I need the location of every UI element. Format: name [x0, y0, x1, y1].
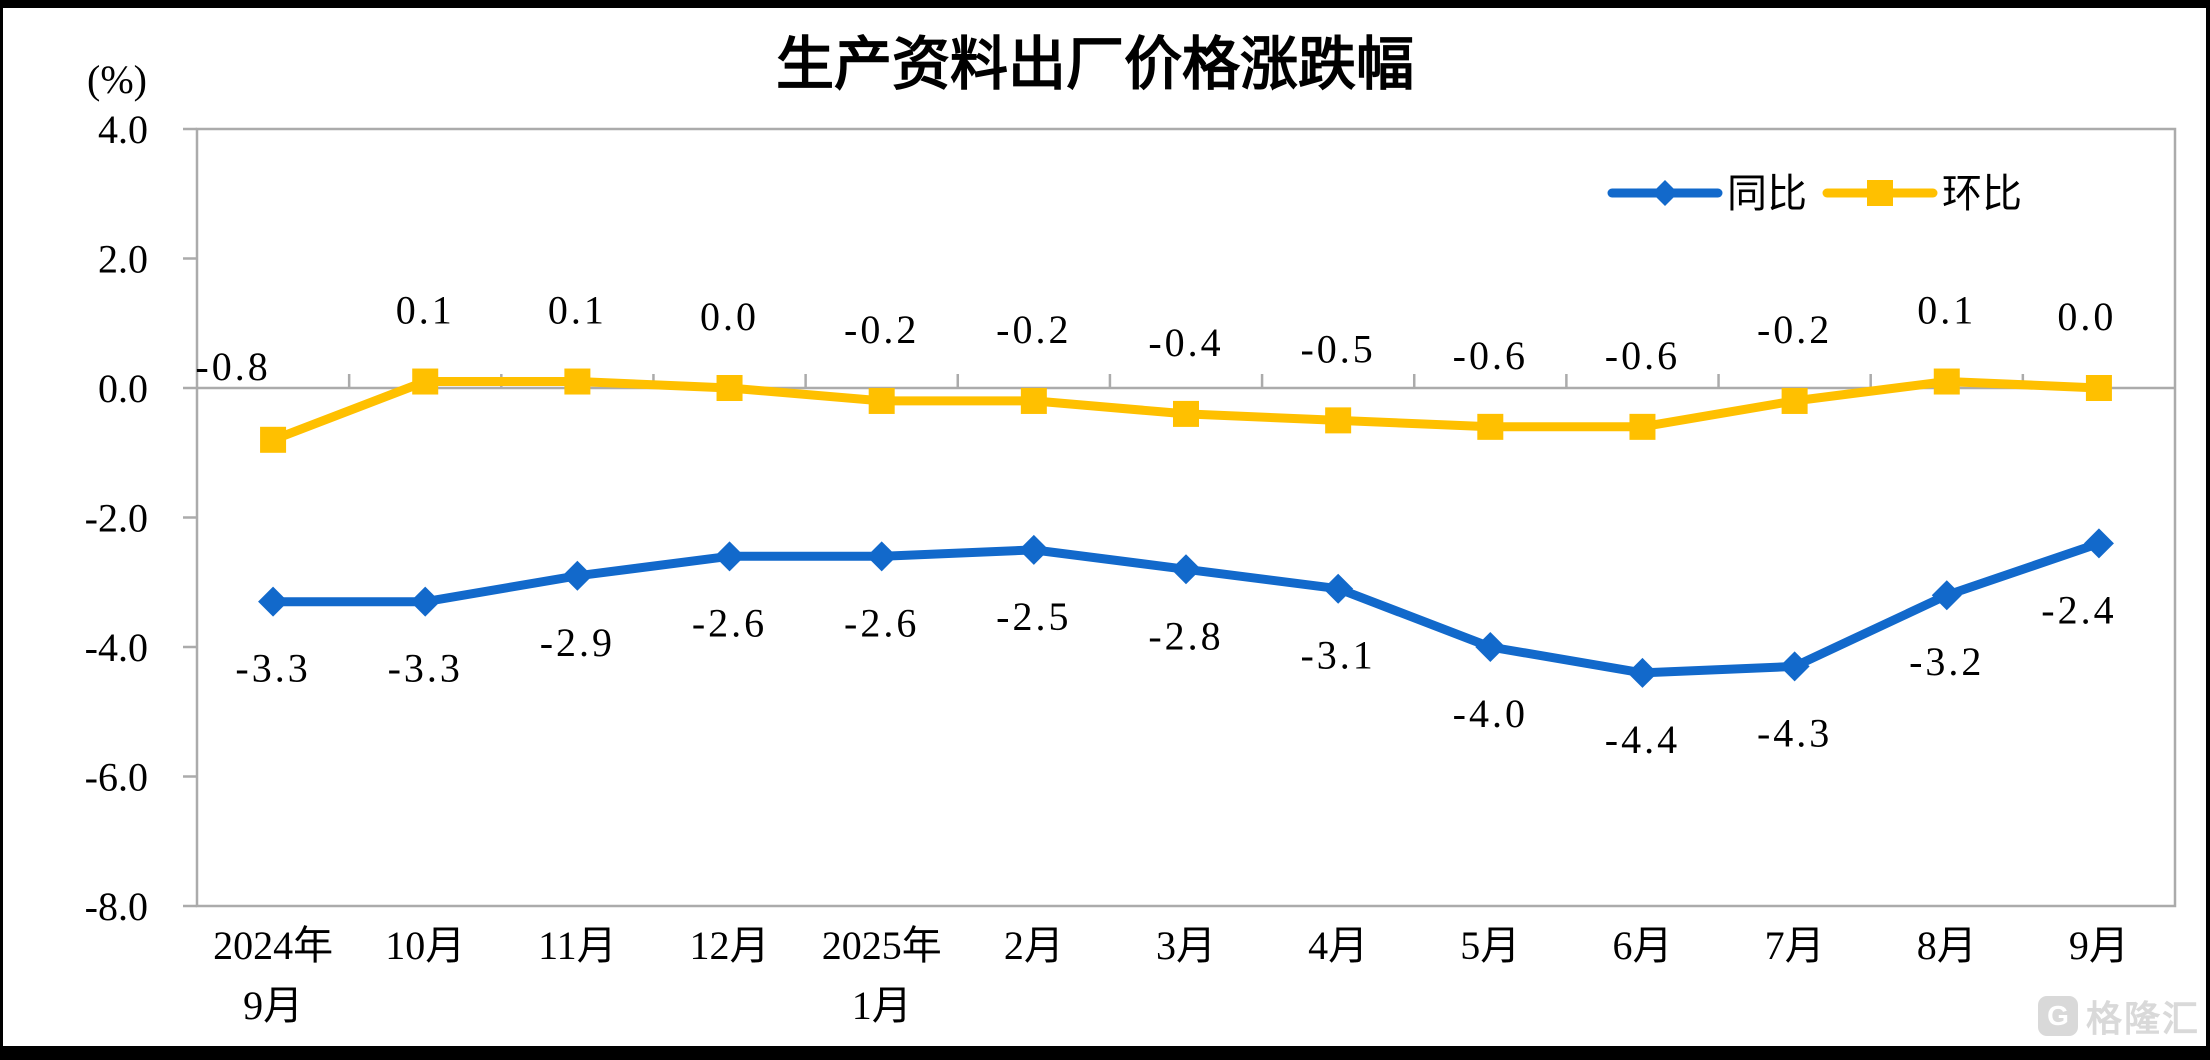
- x-axis-label: 11月: [538, 923, 617, 968]
- legend: 同比 环比: [1607, 172, 2022, 216]
- data-point-marker: [412, 368, 439, 395]
- data-point-marker: [1933, 368, 1960, 395]
- data-point-marker: [1477, 413, 1504, 440]
- data-point-label: -4.0: [1453, 691, 1528, 736]
- data-point-marker: [1931, 580, 1962, 611]
- data-point-marker: [1779, 651, 1810, 682]
- screen-border-left: [0, 0, 3, 1060]
- data-point-marker: [1173, 400, 1199, 427]
- data-point-marker: [1171, 554, 1201, 585]
- data-point-label: -2.9: [540, 620, 615, 665]
- data-point-label: 0.1: [548, 288, 607, 333]
- y-axis-tick-label: 2.0: [98, 237, 148, 282]
- data-point-marker: [564, 368, 591, 395]
- x-axis-label: 2月: [1004, 923, 1064, 968]
- watermark: G 格隆汇: [2037, 990, 2200, 1042]
- data-point-marker: [1018, 534, 1049, 565]
- y-axis-unit-label: (%): [87, 57, 147, 102]
- data-point-label: -4.4: [1605, 717, 1680, 762]
- x-axis-label: 7月: [1765, 923, 1825, 968]
- data-point-marker: [1627, 657, 1658, 688]
- data-point-label: 0.1: [1917, 288, 1976, 333]
- y-axis-tick-label: -4.0: [85, 625, 148, 670]
- data-point-marker: [410, 586, 441, 617]
- plot-border: [195, 127, 2177, 908]
- data-point-label: -3.3: [235, 646, 310, 691]
- data-point-marker: [1781, 387, 1808, 414]
- legend-diamond-marker: [1652, 180, 1678, 206]
- data-point-label: 0.1: [396, 288, 455, 333]
- x-axis-label: 3月: [1156, 923, 1216, 968]
- legend-square-marker: [1867, 180, 1893, 206]
- data-point-label: 0.0: [2057, 294, 2116, 339]
- data-point-label: -0.6: [1605, 333, 1680, 378]
- data-point-label: -2.5: [996, 594, 1071, 639]
- watermark-text: 格隆汇: [2085, 998, 2200, 1039]
- legend-label-tongbi: 同比: [1727, 172, 1807, 216]
- y-axis-tick-label: -6.0: [85, 755, 148, 800]
- data-point-marker: [716, 375, 743, 401]
- y-axis-tick-label: -8.0: [85, 884, 148, 929]
- data-point-marker: [562, 560, 593, 591]
- data-point-label: -0.6: [1453, 333, 1528, 378]
- data-point-marker: [868, 387, 895, 414]
- data-point-marker: [260, 426, 287, 453]
- y-axis-tick-label: 0.0: [98, 366, 148, 411]
- data-point-marker: [2083, 528, 2114, 559]
- x-axis-label: 9月: [243, 983, 303, 1028]
- plot-frame-group: [183, 127, 2177, 908]
- screen-border-bottom: [0, 1046, 2210, 1060]
- data-point-marker: [714, 541, 745, 572]
- data-point-label: -3.2: [1909, 639, 1984, 684]
- y-axis-tick-label: -2.0: [85, 496, 148, 541]
- x-axis-label: 1月: [852, 983, 912, 1028]
- data-point-label: -0.8: [195, 344, 270, 389]
- x-axis-label: 2025年: [822, 923, 942, 968]
- data-point-marker: [258, 586, 289, 617]
- screen-border-top: [0, 0, 2210, 8]
- data-point-marker: [1629, 413, 1656, 440]
- data-point-label: -0.2: [1757, 307, 1832, 352]
- data-point-marker: [1475, 632, 1506, 662]
- data-point-label: -2.6: [692, 600, 767, 645]
- data-point-label: -4.3: [1757, 710, 1832, 755]
- data-point-label: -0.2: [844, 307, 919, 352]
- x-axis-label: 6月: [1612, 923, 1672, 968]
- data-point-marker: [2085, 375, 2112, 401]
- data-point-label: -3.3: [388, 646, 463, 691]
- x-axis-label: 5月: [1460, 923, 1520, 968]
- axis-labels-group: 4.0 2.0 0.0 -2.0 -4.0 -6.0 -8.0 2024年 9月 10月 11月 12…: [85, 107, 2129, 1028]
- watermark-logo-icon: G: [2037, 996, 2078, 1036]
- x-axis-label: 8月: [1917, 923, 1977, 968]
- data-point-marker: [1020, 387, 1047, 414]
- x-axis-label: 10月: [385, 923, 465, 968]
- chart-title: 生产资料出厂价格涨跌幅: [776, 32, 1414, 97]
- data-point-marker: [1323, 573, 1354, 604]
- x-axis-label: 4月: [1308, 923, 1368, 968]
- x-axis-label: 2024年: [213, 923, 333, 968]
- data-point-label: 0.0: [700, 294, 759, 339]
- data-point-marker: [1325, 407, 1352, 434]
- screen-border-right: [2206, 0, 2210, 1060]
- series-group: [258, 368, 2114, 688]
- data-point-label: -2.4: [2041, 587, 2116, 632]
- data-point-marker: [866, 541, 897, 572]
- y-axis-tick-label: 4.0: [98, 107, 148, 152]
- x-axis-label: 9月: [2069, 923, 2129, 968]
- data-point-label: -2.6: [844, 600, 919, 645]
- data-point-label: -0.5: [1300, 326, 1375, 371]
- data-point-label: -0.4: [1148, 320, 1223, 365]
- data-point-label: -2.8: [1148, 613, 1223, 658]
- data-point-label: -0.2: [996, 307, 1071, 352]
- x-axis-label: 12月: [690, 923, 770, 968]
- legend-label-huanbi: 环比: [1942, 172, 2022, 216]
- data-point-label: -3.1: [1300, 633, 1375, 678]
